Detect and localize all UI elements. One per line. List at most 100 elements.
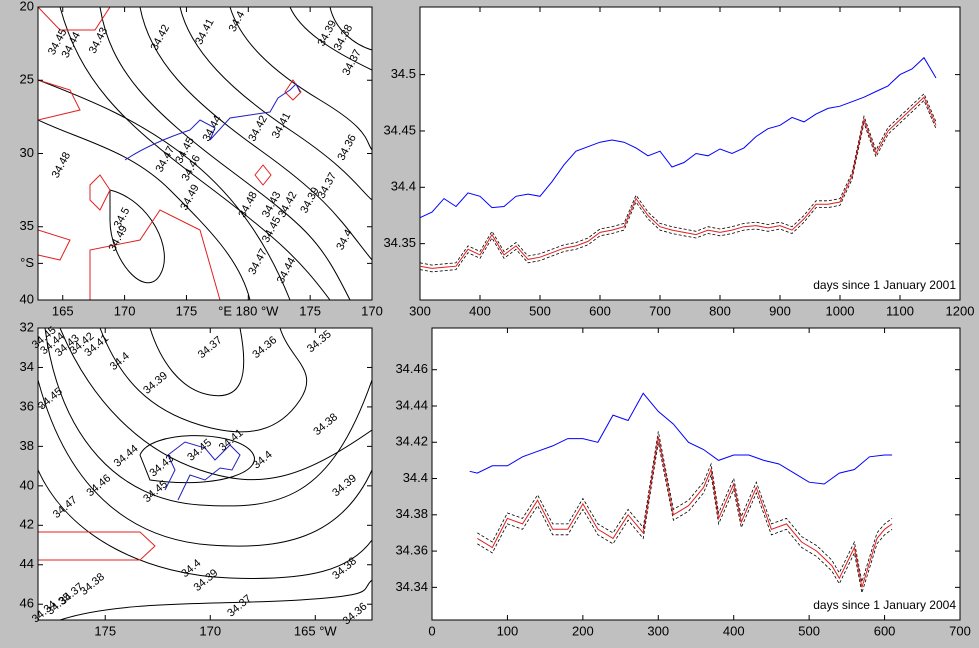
series-line xyxy=(469,392,893,485)
y-tick-label: 34.35 xyxy=(383,235,416,250)
y-tick-label: 25 xyxy=(20,72,34,87)
contour-line xyxy=(59,579,372,620)
y-tick-label: 34.4 xyxy=(391,179,416,194)
x-tick-label: 700 xyxy=(949,623,971,638)
x-tick-label: 175 xyxy=(299,303,321,318)
annotation: days since 1 January 2004 xyxy=(813,598,956,612)
error-envelope xyxy=(477,442,893,593)
x-tick-label: 800 xyxy=(709,303,731,318)
contour-line xyxy=(99,328,308,433)
coastline xyxy=(38,79,81,121)
axes-frame xyxy=(37,327,373,621)
x-tick-label: 500 xyxy=(798,623,820,638)
coastline xyxy=(38,229,71,261)
x-tick-label: 700 xyxy=(649,303,671,318)
x-tick-label: 165 °W xyxy=(294,623,338,638)
x-tick-label: 170 xyxy=(361,303,383,318)
error-envelope xyxy=(477,431,893,583)
x-tick-label: 400 xyxy=(469,303,491,318)
x-tick-label: 500 xyxy=(529,303,551,318)
panel xyxy=(420,7,960,300)
float-track xyxy=(124,83,301,161)
error-envelope xyxy=(419,93,937,266)
contour-line xyxy=(329,7,372,51)
y-tick-label: 35 xyxy=(20,218,34,233)
x-tick-label: 1000 xyxy=(826,303,855,318)
x-tick-label: 1100 xyxy=(886,303,914,318)
x-tick-label: 175 xyxy=(176,303,198,318)
x-tick-label: 1200 xyxy=(946,303,975,318)
y-tick-label: 42 xyxy=(20,517,34,532)
series-line xyxy=(419,56,937,219)
y-tick-label: 46 xyxy=(20,596,34,611)
contour-line xyxy=(59,328,372,481)
y-tick-label: 38 xyxy=(20,438,34,453)
contour-line xyxy=(229,7,372,151)
map-drawing xyxy=(38,7,372,300)
y-tick-label: 40 xyxy=(20,477,34,492)
x-tick-label: 400 xyxy=(723,623,745,638)
x-tick-label: 200 xyxy=(572,623,594,638)
x-tick-label: 100 xyxy=(497,623,519,638)
x-tick-label: 170 xyxy=(199,623,221,638)
y-tick-label: 34.45 xyxy=(383,122,416,137)
y-tick-label: 34.42 xyxy=(395,434,428,449)
contour-line xyxy=(44,328,372,507)
contour-line xyxy=(149,328,245,397)
y-tick-label: 44 xyxy=(20,556,34,571)
y-tick-label: 34 xyxy=(20,359,34,374)
axes-frame xyxy=(431,327,961,621)
contour-line xyxy=(59,7,331,300)
chart: 300 400 500 600 700 800 900 1000 1100 1200 34.35 34… xyxy=(383,6,975,318)
y-tick-label: 34.46 xyxy=(395,361,428,376)
contour-line xyxy=(38,79,291,300)
contour-line xyxy=(109,189,165,284)
x-tick-label: °E 180 °W xyxy=(218,303,279,318)
x-tick-label: 170 xyxy=(114,303,136,318)
contour-line xyxy=(139,7,372,261)
series-line xyxy=(419,96,937,269)
x-tick-label: 300 xyxy=(409,303,431,318)
x-tick-label: 900 xyxy=(769,303,791,318)
x-tick-label: 0 xyxy=(428,623,435,638)
y-tick-label: 34.36 xyxy=(395,543,428,558)
contour-line xyxy=(38,119,251,300)
coastline xyxy=(38,531,156,561)
y-tick-label: 34.34 xyxy=(395,579,428,594)
axes-frame xyxy=(419,6,961,301)
map-drawing xyxy=(38,328,372,620)
panel xyxy=(38,328,372,620)
y-tick-label: 20 xyxy=(20,0,34,13)
x-tick-label: 600 xyxy=(874,623,896,638)
coastline xyxy=(284,79,302,101)
y-tick-label: 36 xyxy=(20,398,34,413)
contour-line xyxy=(38,379,372,547)
y-tick-label: °S xyxy=(20,255,34,270)
y-tick-label: 34.44 xyxy=(395,397,428,412)
contour-line xyxy=(179,7,372,201)
annotation: days since 1 January 2001 xyxy=(813,278,956,292)
y-tick-label: 34.38 xyxy=(395,506,428,521)
chart: 0 100 200 300 400 500 600 700 34.34 34.36 34.38 34.… xyxy=(395,327,971,638)
y-tick-label: 30 xyxy=(20,145,34,160)
error-envelope xyxy=(419,99,937,273)
panel xyxy=(432,328,960,620)
coastline xyxy=(89,174,111,211)
x-tick-label: 175 xyxy=(94,623,116,638)
x-tick-label: 600 xyxy=(589,303,611,318)
contour-line xyxy=(38,469,372,579)
series-line xyxy=(477,436,893,588)
contour-line xyxy=(139,435,255,484)
y-tick-label: 40 xyxy=(20,291,34,306)
y-tick-label: 32 xyxy=(20,319,34,334)
y-tick-label: 34.5 xyxy=(391,66,416,81)
coastline xyxy=(38,7,111,31)
y-tick-label: 34.4 xyxy=(403,470,428,485)
axes-frame xyxy=(37,6,373,301)
coastline xyxy=(254,164,272,186)
x-tick-label: 300 xyxy=(647,623,669,638)
coastline xyxy=(89,209,221,300)
float-track xyxy=(164,441,241,501)
x-tick-label: 165 xyxy=(52,303,74,318)
